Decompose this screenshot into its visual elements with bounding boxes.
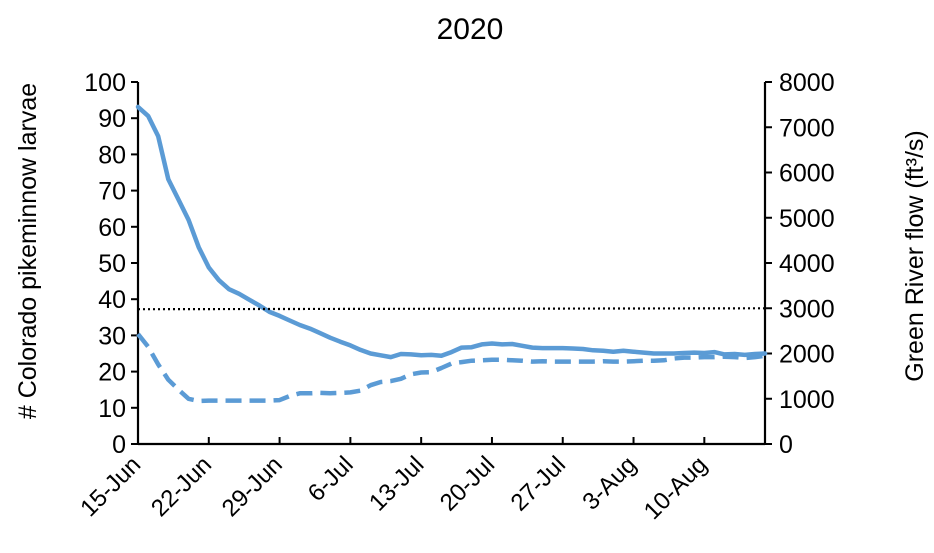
x-axis: 15-Jun 22-Jun 29-Jun 6-Jul 13-Jul 20-Jul 27-Ju…	[75, 437, 765, 525]
right-tick-label: 0	[779, 431, 793, 459]
left-y-axis-label: # Colorado pikeminnow larvae	[14, 83, 42, 419]
right-tick-label: 4000	[779, 250, 835, 278]
left-tick-label: 20	[98, 359, 126, 387]
x-tick-label: 6-Jul	[303, 451, 359, 507]
x-tick-label: 20-Jul	[435, 451, 500, 516]
series-layer	[135, 104, 768, 404]
x-tick-label: 29-Jun	[217, 451, 288, 522]
right-tick-label: 3000	[779, 295, 835, 323]
x-tick-label: 15-Jun	[75, 451, 146, 522]
right-y-axis: 0 1000 2000 3000 4000 5000 6000 7000 8000	[763, 69, 835, 459]
right-tick-label: 5000	[779, 205, 835, 233]
x-tick-label: 22-Jun	[146, 451, 217, 522]
series-line-dotted	[137, 307, 766, 311]
left-y-axis: 0 10 20 30 40 50 60 70 80 90 100	[84, 69, 140, 459]
left-tick-label: 40	[98, 286, 126, 314]
x-tick-label: 13-Jul	[364, 451, 429, 516]
right-y-axis-label: Green River flow (ft³/s)	[901, 130, 929, 381]
right-tick-label: 1000	[779, 386, 835, 414]
left-tick-label: 90	[98, 105, 126, 133]
left-tick-label: 60	[98, 214, 126, 242]
right-tick-label: 7000	[779, 114, 835, 142]
left-tick-label: 0	[112, 431, 126, 459]
right-tick-label: 8000	[779, 69, 835, 97]
left-tick-label: 80	[98, 141, 126, 169]
left-tick-label: 50	[98, 250, 126, 278]
left-tick-label: 70	[98, 178, 126, 206]
x-tick-label: 3-Aug	[577, 451, 641, 515]
right-tick-label: 6000	[779, 160, 835, 188]
left-tick-label: 100	[84, 69, 126, 97]
series-line-solid	[135, 104, 768, 360]
x-tick-label: 27-Jul	[506, 451, 571, 516]
left-tick-label: 30	[98, 322, 126, 350]
right-tick-label: 2000	[779, 341, 835, 369]
x-tick-label: 10-Aug	[639, 451, 713, 525]
chart-title: 2020	[437, 13, 504, 46]
series-line-dashed	[136, 332, 766, 404]
left-tick-label: 10	[98, 395, 126, 423]
